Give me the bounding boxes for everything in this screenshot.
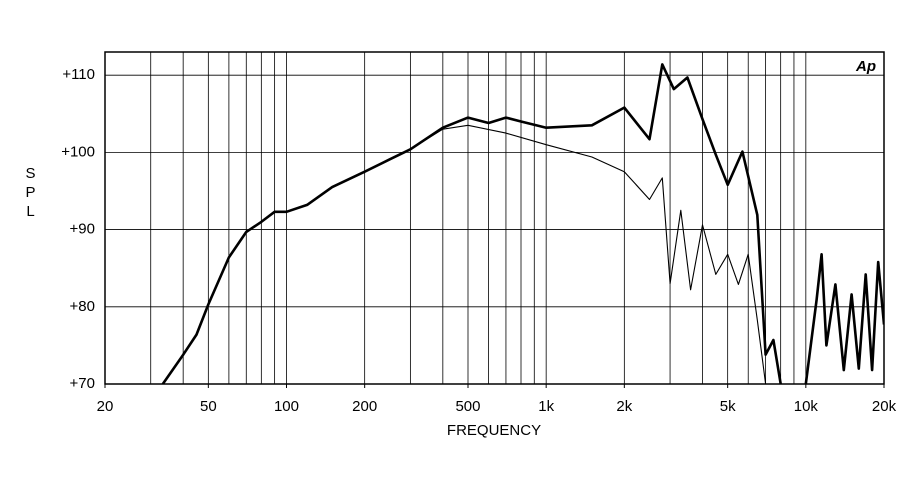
y-tick-label: +90 [70, 221, 95, 238]
y-tick-label: +70 [70, 375, 95, 392]
x-tick-label: 20k [872, 398, 897, 415]
plot-frame [104, 51, 885, 385]
x-tick-label: 5k [720, 398, 736, 415]
series-line [161, 63, 884, 384]
x-tick-label: 20 [97, 398, 114, 415]
x-tick-label: 1k [538, 398, 554, 415]
y-tick-label: +100 [61, 143, 95, 160]
logo: Ap [855, 58, 876, 75]
y-tick-label: +110 [62, 66, 95, 83]
series-line [162, 124, 767, 384]
x-tick-label: 500 [455, 398, 480, 415]
x-tick-label: 10k [794, 398, 819, 415]
x-tick-label: 200 [352, 398, 377, 415]
x-axis-label: FREQUENCY [447, 422, 541, 439]
x-tick-label: 2k [616, 398, 632, 415]
y-tick-label: +80 [70, 298, 95, 315]
x-tick-label: 100 [274, 398, 299, 415]
y-axis-label: SPL [22, 165, 39, 222]
x-tick-label: 50 [200, 398, 217, 415]
